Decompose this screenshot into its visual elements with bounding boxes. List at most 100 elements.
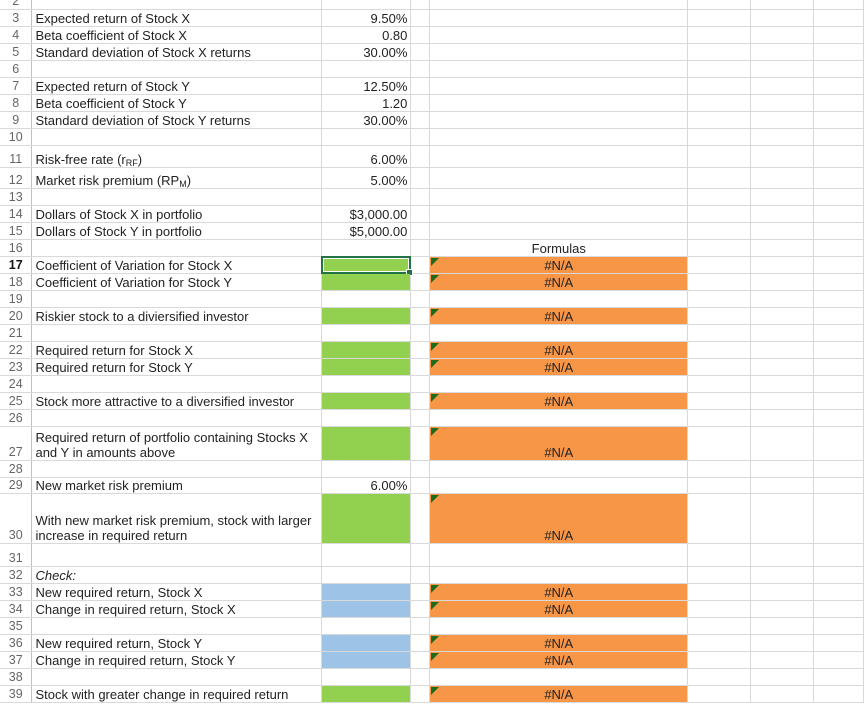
row-header[interactable]: 3 xyxy=(0,9,33,27)
row-header[interactable]: 38 xyxy=(0,668,33,686)
row-header[interactable]: 15 xyxy=(0,222,33,240)
cell-d-formula[interactable] xyxy=(429,77,689,95)
cell-e[interactable] xyxy=(687,128,752,146)
cell-b-value[interactable] xyxy=(321,375,412,393)
cell-a-label[interactable] xyxy=(31,324,323,342)
cell-f[interactable] xyxy=(750,600,814,618)
cell-g[interactable] xyxy=(813,426,864,461)
cell-d-formula[interactable] xyxy=(429,409,689,427)
row-header[interactable]: 6 xyxy=(0,60,33,78)
cell-g[interactable] xyxy=(813,43,864,61)
cell-a-label[interactable]: New required return, Stock Y xyxy=(31,634,323,652)
cell-b-value-input[interactable] xyxy=(321,685,412,703)
row-header[interactable]: 18 xyxy=(0,273,33,291)
cell-f[interactable] xyxy=(750,460,814,478)
cell-f[interactable] xyxy=(750,566,814,584)
row-header[interactable]: 30 xyxy=(0,493,33,544)
cell-e[interactable] xyxy=(687,256,752,274)
cell-c[interactable] xyxy=(410,392,431,410)
cell-d-formula[interactable] xyxy=(429,128,689,146)
cell-g[interactable] xyxy=(813,239,864,257)
cell-e[interactable] xyxy=(687,0,752,10)
cell-e[interactable] xyxy=(687,617,752,635)
cell-c[interactable] xyxy=(410,341,431,359)
cell-b-value[interactable] xyxy=(321,290,412,308)
row-header[interactable]: 24 xyxy=(0,375,33,393)
cell-g[interactable] xyxy=(813,256,864,274)
cell-c[interactable] xyxy=(410,358,431,376)
cell-a-label[interactable]: Riskier stock to a diviersified investor xyxy=(31,307,323,325)
cell-b-value[interactable] xyxy=(321,566,412,584)
row-header[interactable]: 28 xyxy=(0,460,33,478)
cell-f[interactable] xyxy=(750,145,814,168)
cell-d-formula[interactable]: #N/A xyxy=(429,307,689,325)
cell-g[interactable] xyxy=(813,685,864,703)
cell-e[interactable] xyxy=(687,43,752,61)
cell-g[interactable] xyxy=(813,94,864,112)
cell-a-label[interactable]: Beta coefficient of Stock X xyxy=(31,26,323,44)
cell-f[interactable] xyxy=(750,239,814,257)
cell-c[interactable] xyxy=(410,583,431,601)
cell-f[interactable] xyxy=(750,634,814,652)
cell-g[interactable] xyxy=(813,0,864,10)
cell-e[interactable] xyxy=(687,460,752,478)
cell-f[interactable] xyxy=(750,358,814,376)
cell-e[interactable] xyxy=(687,188,752,206)
cell-a-label[interactable]: Beta coefficient of Stock Y xyxy=(31,94,323,112)
cell-e[interactable] xyxy=(687,324,752,342)
row-header[interactable]: 39 xyxy=(0,685,33,703)
cell-e[interactable] xyxy=(687,111,752,129)
cell-d-formula[interactable] xyxy=(429,617,689,635)
cell-a-label[interactable] xyxy=(31,0,323,10)
cell-e[interactable] xyxy=(687,222,752,240)
cell-e[interactable] xyxy=(687,307,752,325)
cell-f[interactable] xyxy=(750,94,814,112)
cell-b-value-input[interactable] xyxy=(321,307,412,325)
row-header[interactable]: 19 xyxy=(0,290,33,308)
cell-e[interactable] xyxy=(687,60,752,78)
cell-d-formula[interactable] xyxy=(429,324,689,342)
cell-f[interactable] xyxy=(750,77,814,95)
cell-e[interactable] xyxy=(687,477,752,494)
cell-f[interactable] xyxy=(750,205,814,223)
cell-e[interactable] xyxy=(687,290,752,308)
cell-d-formula[interactable] xyxy=(429,222,689,240)
cell-b-value-input[interactable] xyxy=(321,600,412,618)
cell-c[interactable] xyxy=(410,205,431,223)
cell-e[interactable] xyxy=(687,668,752,686)
row-header[interactable]: 13 xyxy=(0,188,33,206)
cell-e[interactable] xyxy=(687,167,752,189)
cell-a-label[interactable]: Required return for Stock X xyxy=(31,341,323,359)
cell-f[interactable] xyxy=(750,685,814,703)
cell-f[interactable] xyxy=(750,0,814,10)
cell-g[interactable] xyxy=(813,222,864,240)
cell-e[interactable] xyxy=(687,566,752,584)
cell-f[interactable] xyxy=(750,167,814,189)
cell-c[interactable] xyxy=(410,566,431,584)
cell-f[interactable] xyxy=(750,409,814,427)
row-header[interactable]: 5 xyxy=(0,43,33,61)
cell-d-formula[interactable]: #N/A xyxy=(429,583,689,601)
cell-a-label[interactable] xyxy=(31,188,323,206)
cell-c[interactable] xyxy=(410,290,431,308)
row-header[interactable]: 16 xyxy=(0,239,33,257)
cell-f[interactable] xyxy=(750,477,814,494)
cell-f[interactable] xyxy=(750,43,814,61)
cell-g[interactable] xyxy=(813,460,864,478)
cell-b-value[interactable]: 9.50% xyxy=(321,9,412,27)
cell-c[interactable] xyxy=(410,77,431,95)
cell-b-value[interactable]: 12.50% xyxy=(321,77,412,95)
cell-d-formula[interactable]: #N/A xyxy=(429,392,689,410)
cell-f[interactable] xyxy=(750,426,814,461)
cell-e[interactable] xyxy=(687,239,752,257)
cell-e[interactable] xyxy=(687,205,752,223)
cell-f[interactable] xyxy=(750,188,814,206)
cell-b-value[interactable] xyxy=(321,128,412,146)
row-header[interactable]: 34 xyxy=(0,600,33,618)
row-header[interactable]: 7 xyxy=(0,77,33,95)
cell-b-value[interactable]: 6.00% xyxy=(321,145,412,168)
cell-c[interactable] xyxy=(410,145,431,168)
row-header[interactable]: 36 xyxy=(0,634,33,652)
cell-g[interactable] xyxy=(813,290,864,308)
cell-c[interactable] xyxy=(410,651,431,669)
